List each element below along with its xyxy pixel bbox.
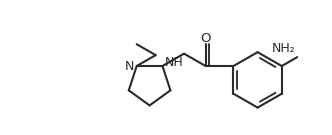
Text: NH: NH — [164, 56, 183, 69]
Text: O: O — [200, 32, 211, 45]
Text: N: N — [124, 60, 134, 72]
Text: NH₂: NH₂ — [272, 42, 295, 55]
